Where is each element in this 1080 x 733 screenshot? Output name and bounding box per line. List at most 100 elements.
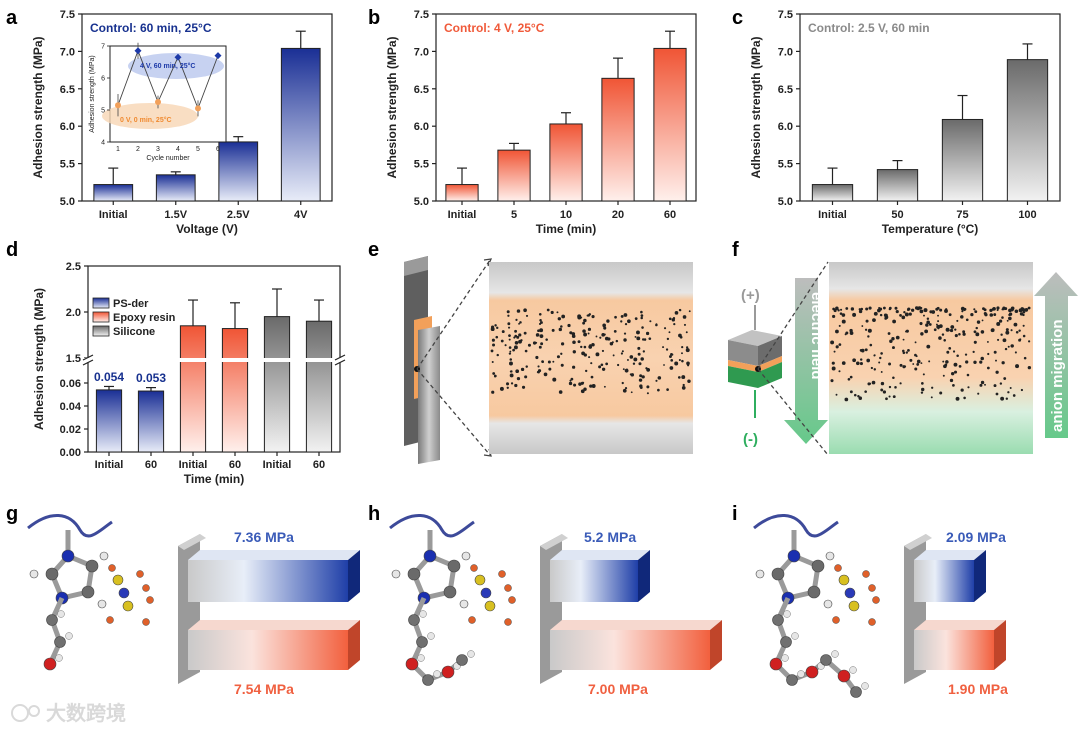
ion-dot xyxy=(996,338,1000,341)
atom-h xyxy=(65,632,73,640)
anion-atom xyxy=(844,587,856,599)
y-tick-label: 6.0 xyxy=(60,121,75,133)
ion-dot xyxy=(835,306,839,311)
ion-dot xyxy=(519,321,522,324)
bar-bottom-front xyxy=(550,630,710,670)
ion-dot xyxy=(1001,316,1004,319)
ion-dot xyxy=(991,307,995,311)
ion-dot xyxy=(954,328,957,331)
ion-dot xyxy=(683,323,687,326)
ion-dot xyxy=(640,316,643,320)
anion-migration-arrow xyxy=(1034,272,1078,438)
ion-dots-e xyxy=(490,308,691,395)
ion-dot xyxy=(868,306,872,310)
ion-dot xyxy=(936,306,940,310)
ion-dot xyxy=(860,358,863,361)
ion-dot xyxy=(996,321,1001,326)
ion-dot xyxy=(1007,391,1010,394)
ion-dot xyxy=(494,324,497,327)
electric-field-arrow xyxy=(784,278,828,444)
ion-dot xyxy=(624,368,629,373)
atom-h xyxy=(849,666,857,674)
ion-dot xyxy=(524,375,528,379)
ion-dot xyxy=(920,307,923,309)
molecule-panel-i: 2.09 MPa 1.90 MPa xyxy=(753,514,1008,698)
ion-dot xyxy=(865,319,869,323)
schematic-e xyxy=(404,256,693,464)
ion-dot xyxy=(540,321,543,324)
x-tick-label: 20 xyxy=(612,209,624,221)
zoom-line-bottom xyxy=(416,368,491,456)
ion-dot xyxy=(685,331,688,334)
ion-dot xyxy=(567,323,571,328)
ion-dot xyxy=(627,359,629,361)
plot-frame xyxy=(81,13,333,202)
ion-dot xyxy=(852,358,856,363)
ion-dot xyxy=(665,348,669,351)
ion-dot xyxy=(591,315,595,319)
ion-dot xyxy=(1015,330,1019,334)
ion-dot xyxy=(573,383,577,387)
ion-dot xyxy=(996,309,999,312)
ion-dot xyxy=(518,333,522,337)
ion-dot xyxy=(506,310,510,314)
atom-h xyxy=(433,670,441,678)
ion-dot xyxy=(956,319,959,322)
bottom-strength-label: 1.90 MPa xyxy=(948,681,1008,697)
ion-dot xyxy=(866,358,871,363)
ion-dot xyxy=(907,307,911,311)
atom xyxy=(391,569,401,579)
atom xyxy=(461,551,471,561)
inset-label-low: 0 V, 0 min, 25°C xyxy=(120,116,172,124)
atom xyxy=(755,569,765,579)
ion-dot xyxy=(1007,345,1010,348)
ion-dot xyxy=(523,308,527,313)
inset-x-tick-label: 5 xyxy=(196,146,200,153)
ion-dot xyxy=(989,313,994,317)
ion-dot xyxy=(582,321,586,325)
ion-dot xyxy=(979,383,983,387)
inset-highlight-high xyxy=(128,53,224,79)
anion-atom xyxy=(484,600,496,612)
molecule-panel-g: 7.36 MPa 7.54 MPa xyxy=(27,514,360,697)
ion-dot xyxy=(535,334,539,337)
atom xyxy=(825,551,835,561)
ion-dot xyxy=(506,386,509,389)
atom xyxy=(407,567,421,581)
ion-dot xyxy=(953,370,958,374)
polymer-chain xyxy=(753,514,839,538)
ion-dot xyxy=(956,354,959,358)
ion-dot xyxy=(1012,306,1015,310)
ion-dot xyxy=(634,317,638,321)
anion-atom xyxy=(118,587,130,599)
molecule-panel-h: 5.2 MPa 7.00 MPa xyxy=(389,514,722,697)
ion-dot xyxy=(620,352,624,355)
ion-dot xyxy=(668,331,671,334)
bar-top-front xyxy=(188,560,348,602)
ion-dot xyxy=(948,346,952,350)
atom-h xyxy=(861,682,869,690)
ion-dot xyxy=(901,315,906,320)
ion-dot xyxy=(855,361,860,366)
ion-dot xyxy=(892,376,895,380)
ion-dot xyxy=(850,307,855,311)
ion-dot xyxy=(859,362,863,366)
ion-dot xyxy=(849,390,853,394)
ion-dot xyxy=(1022,313,1025,317)
panel-label-g: g xyxy=(6,503,18,525)
chart-a: 5.0 5.5 6.0 6.5 7.0 7.5 Initial 1.5V 2.5V 4V Volta… xyxy=(31,9,333,236)
inset-x-label: Cycle number xyxy=(146,155,190,162)
ion-dot xyxy=(905,330,908,333)
plate-top xyxy=(404,256,428,276)
atom xyxy=(97,599,107,609)
ion-dot xyxy=(663,327,667,330)
ion-dot xyxy=(629,355,634,359)
anion-atom-f xyxy=(868,584,876,592)
ion-dot xyxy=(892,395,896,399)
y-tick-label: 0.00 xyxy=(60,447,81,459)
atom xyxy=(805,665,819,679)
inset-y-tick-label: 5 xyxy=(101,108,105,115)
ion-dot xyxy=(648,337,652,340)
x-tick-label: Initial xyxy=(263,459,292,471)
ion-dot xyxy=(882,390,887,394)
